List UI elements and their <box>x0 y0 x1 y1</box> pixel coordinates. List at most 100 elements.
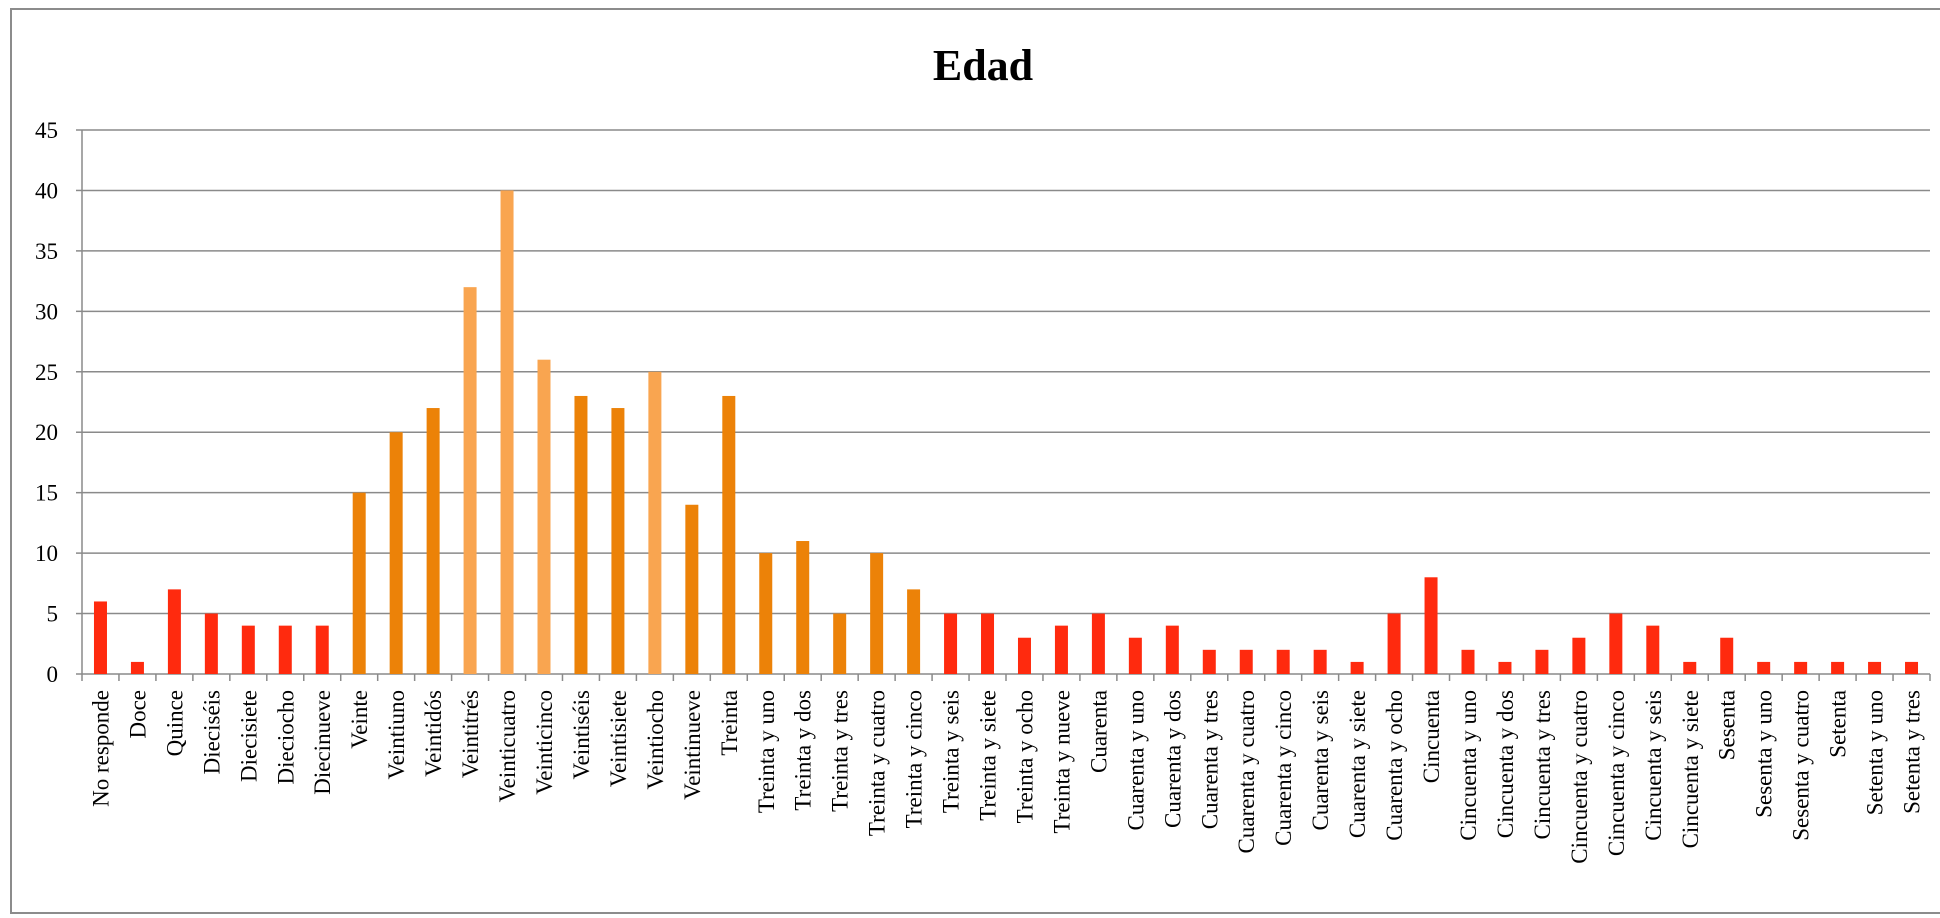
x-tick-label: Cincuenta y dos <box>1493 690 1518 838</box>
y-tick-label: 40 <box>35 178 58 203</box>
x-tick-label: Veintisiete <box>606 690 631 787</box>
bar <box>1424 577 1438 674</box>
x-tick-label: Treinta y uno <box>754 690 779 813</box>
bar <box>463 287 477 674</box>
bar <box>870 553 884 674</box>
bar <box>722 395 736 674</box>
y-tick-label: 35 <box>35 239 58 264</box>
x-tick-label: Sesenta y cuatro <box>1789 690 1814 841</box>
x-tick-label: Cincuenta y seis <box>1641 690 1666 841</box>
bar <box>1831 661 1845 674</box>
bar <box>167 589 181 674</box>
chart-title: Edad <box>933 41 1033 90</box>
y-tick-label: 25 <box>35 360 58 385</box>
x-tick-label: Cincuenta y tres <box>1530 690 1555 840</box>
x-tick-label: Treinta y seis <box>939 690 964 813</box>
bar <box>944 613 958 674</box>
bar <box>1165 625 1179 674</box>
bar <box>389 432 403 674</box>
bar <box>204 613 218 674</box>
x-tick-label: Cuarenta y seis <box>1308 690 1333 831</box>
y-tick-label: 30 <box>35 299 58 324</box>
x-tick-label: Cincuenta y cuatro <box>1567 690 1592 864</box>
x-axis-ticks: No responde Doce Quince Dieciséis Diecisiete… <box>88 690 1924 864</box>
x-tick-label: Setenta <box>1826 690 1851 758</box>
x-tick-label: Cuarenta y cuatro <box>1234 690 1259 853</box>
bar <box>352 492 366 674</box>
bar <box>981 613 995 674</box>
x-tick-label: Veintidós <box>421 690 446 777</box>
bar <box>93 601 107 674</box>
x-tick-label: Treinta y tres <box>828 690 853 812</box>
x-tick-label: Cuarenta y ocho <box>1382 690 1407 841</box>
x-tick-label: Cincuenta <box>1419 690 1444 783</box>
bar <box>1868 661 1882 674</box>
bar <box>1461 649 1475 674</box>
bar <box>1202 649 1216 674</box>
bar <box>1757 661 1771 674</box>
bar <box>1313 649 1327 674</box>
y-tick-label: 5 <box>47 602 59 627</box>
bar <box>796 541 810 674</box>
bar <box>1683 661 1697 674</box>
bar <box>1091 613 1105 674</box>
bar <box>1128 637 1142 674</box>
x-tick-label: Veinticuatro <box>495 690 520 802</box>
x-tick-label: Cuarenta y tres <box>1197 690 1222 829</box>
x-tick-label: Treinta y cuatro <box>865 690 890 836</box>
bar <box>1646 625 1660 674</box>
x-tick-label: Cuarenta y dos <box>1160 690 1185 828</box>
x-tick-label: Veintitrés <box>458 690 483 778</box>
x-tick-label: Cuarenta y uno <box>1123 690 1148 831</box>
bar <box>1794 661 1808 674</box>
bar <box>1535 649 1549 674</box>
bar <box>1350 661 1364 674</box>
x-tick-label: Doce <box>125 690 150 739</box>
bar <box>1720 637 1734 674</box>
bar <box>1498 661 1512 674</box>
x-tick-label: Cuarenta <box>1086 690 1111 773</box>
bar <box>130 661 144 674</box>
bar <box>1387 613 1401 674</box>
bar <box>241 625 255 674</box>
bar <box>537 359 551 674</box>
x-tick-label: Treinta y siete <box>976 690 1001 821</box>
bar <box>500 190 514 674</box>
x-tick-label: Cuarenta y cinco <box>1271 690 1296 846</box>
x-tick-label: Veintinueve <box>680 690 705 800</box>
x-tick-label: Diecisiete <box>236 690 261 782</box>
bar <box>315 625 329 674</box>
x-tick-label: Dieciséis <box>199 690 224 774</box>
bar <box>833 613 847 674</box>
x-tick-label: Setenta y uno <box>1863 690 1888 815</box>
x-tick-label: Cincuenta y uno <box>1456 690 1481 841</box>
bar <box>685 504 699 674</box>
x-tick-label: Treinta y ocho <box>1012 690 1037 823</box>
y-tick-label: 20 <box>35 420 58 445</box>
y-tick-label: 45 <box>35 118 58 143</box>
x-tick-label: Treinta y nueve <box>1049 690 1074 834</box>
bar <box>648 371 662 674</box>
bar <box>574 395 588 674</box>
bar <box>1609 613 1623 674</box>
x-tick-label: Veintiséis <box>569 690 594 779</box>
x-tick-label: Setenta y tres <box>1900 690 1925 814</box>
x-tick-label: Treinta y dos <box>791 690 816 811</box>
x-tick-label: Cincuenta y siete <box>1678 690 1703 848</box>
x-tick-label: Veintiuno <box>384 690 409 779</box>
x-tick-label: Veinte <box>347 690 372 749</box>
bar <box>907 589 921 674</box>
y-tick-label: 0 <box>47 662 59 687</box>
x-tick-label: Veintiocho <box>643 690 668 790</box>
bars <box>93 190 1919 674</box>
chart-frame <box>10 8 1940 914</box>
x-tick-label: Diecinueve <box>310 690 335 795</box>
y-tick-label: 15 <box>35 481 58 506</box>
bar <box>278 625 292 674</box>
bar <box>759 553 773 674</box>
y-axis-ticks: 0 5 10 15 20 25 30 35 40 45 <box>35 118 58 687</box>
x-tick-label: No responde <box>88 690 113 807</box>
x-tick-label: Treinta y cinco <box>902 690 927 828</box>
bar <box>1572 637 1586 674</box>
